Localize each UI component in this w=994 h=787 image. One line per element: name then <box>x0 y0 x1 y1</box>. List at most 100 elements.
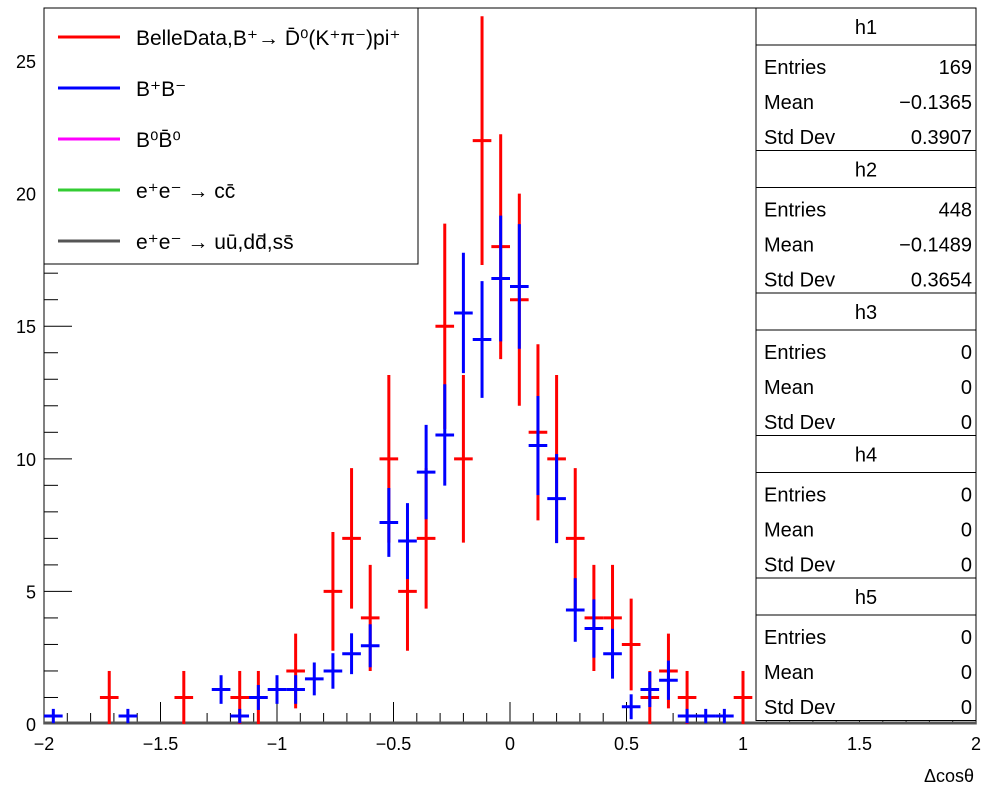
legend-entry: BelleData,B⁺→ D̄⁰(K⁺π⁻)pi⁺ <box>58 27 400 50</box>
data-point <box>99 670 119 724</box>
y-tick-label: 5 <box>26 582 36 602</box>
stats-row-label: Std Dev <box>764 697 835 719</box>
data-point <box>472 16 492 265</box>
stats-box-title: h4 <box>855 445 877 467</box>
data-marks <box>44 16 753 724</box>
data-point <box>435 384 455 486</box>
stats-row-label: Mean <box>764 662 814 684</box>
stats-row-value: 0 <box>961 485 972 507</box>
stats-row-value: 0 <box>961 520 972 542</box>
stats-row-value: 448 <box>939 200 972 222</box>
data-point <box>249 685 268 710</box>
stats-box-h4: h4 Entries 0 Mean 0 Std Dev 0 <box>755 435 977 579</box>
stats-row-label: Entries <box>764 200 826 222</box>
legend-entry: e⁺e⁻ → uū,dd̄,ss̄ <box>58 231 294 254</box>
x-tick-label: −1.5 <box>143 734 179 754</box>
data-point <box>286 675 305 704</box>
stats-box-frame <box>755 435 977 579</box>
legend-box <box>43 7 419 265</box>
data-point <box>454 375 473 543</box>
data-point <box>230 708 250 724</box>
data-point <box>44 708 63 724</box>
stats-box-h5: h5 Entries 0 Mean 0 Std Dev 0 <box>755 577 977 721</box>
x-tick-label: −0.5 <box>376 734 412 754</box>
stats-row-value: 0 <box>961 662 972 684</box>
x-tick-label: −2 <box>34 734 55 754</box>
legend-label: B⁰B̄⁰ <box>136 129 181 152</box>
stats-row-value: 169 <box>939 57 972 79</box>
stats-row-value: 0 <box>961 627 972 649</box>
stats-box-h1: h1 Entries 169 Mean −0.1365 Std Dev 0.3907 <box>755 7 977 151</box>
stats-row-label: Entries <box>764 342 826 364</box>
data-point <box>528 395 548 496</box>
data-point <box>342 468 361 609</box>
y-tick-label: 15 <box>16 317 36 337</box>
stats-row-value: 0.3654 <box>911 270 972 292</box>
data-point <box>603 628 622 679</box>
data-point <box>696 708 716 724</box>
y-tick-label: 25 <box>16 52 36 72</box>
x-tick-label: 1 <box>738 734 748 754</box>
stats-row-label: Std Dev <box>764 127 835 149</box>
data-point <box>267 675 287 704</box>
stats-box-title: h3 <box>855 302 877 324</box>
x-tick-label: 2 <box>971 734 981 754</box>
stats-row-label: Mean <box>764 92 814 114</box>
data-point <box>491 215 510 342</box>
data-point <box>659 660 678 700</box>
stats-row-label: Std Dev <box>764 412 835 434</box>
stats-box-frame <box>755 150 977 294</box>
data-point <box>715 708 734 724</box>
stats-box-frame <box>755 577 977 721</box>
x-tick-label: 0 <box>505 734 515 754</box>
legend-entry: B⁺B⁻ <box>58 78 186 101</box>
legend-entry: e⁺e⁻ → cc̄ <box>58 180 235 203</box>
stats-row-value: 0 <box>961 555 972 577</box>
data-point <box>416 424 436 520</box>
data-point <box>547 454 566 544</box>
data-point <box>621 598 641 691</box>
legend-label: e⁺e⁻ → cc̄ <box>136 180 235 203</box>
data-point <box>472 281 492 398</box>
stats-box-h2: h2 Entries 448 Mean −0.1489 Std Dev 0.3654 <box>755 150 977 294</box>
data-point <box>174 670 194 724</box>
legend: BelleData,B⁺→ D̄⁰(K⁺π⁻)pi⁺ B⁺B⁻ B⁰B̄⁰ e⁺e⁻ … <box>43 7 419 265</box>
stats-box-title: h1 <box>855 17 877 39</box>
data-point <box>398 503 417 579</box>
stats-box-frame <box>755 7 977 151</box>
stats-row-label: Std Dev <box>764 555 835 577</box>
stats-row-label: Std Dev <box>764 270 835 292</box>
data-point <box>640 672 660 708</box>
data-point <box>360 624 380 668</box>
stats-row-value: 0 <box>961 342 972 364</box>
stats-row-value: −0.1489 <box>899 235 972 257</box>
data-point <box>118 708 138 724</box>
stats-box-title: h5 <box>855 587 877 609</box>
data-point <box>510 224 529 349</box>
series-bplus-bminus <box>44 215 734 724</box>
stats-row-value: 0 <box>961 697 972 719</box>
stats-box-h3: h3 Entries 0 Mean 0 Std Dev 0 <box>755 292 977 436</box>
stats-row-label: Entries <box>764 57 826 79</box>
stats-row-label: Entries <box>764 627 826 649</box>
data-point <box>304 662 324 696</box>
stats-box-title: h2 <box>855 160 877 182</box>
data-point <box>342 633 361 675</box>
stats-row-label: Mean <box>764 235 814 257</box>
y-tick-label: 10 <box>16 450 36 470</box>
stats-row-label: Mean <box>764 520 814 542</box>
x-axis-label: Δcosθ <box>924 766 974 786</box>
data-point <box>211 675 231 704</box>
legend-entry: B⁰B̄⁰ <box>58 129 181 152</box>
x-tick-label: −1 <box>267 734 288 754</box>
data-point <box>454 252 473 374</box>
data-point <box>379 487 399 557</box>
data-point <box>565 578 585 642</box>
stats-boxes: h1 Entries 169 Mean −0.1365 Std Dev 0.3907 h2 En… <box>755 7 977 721</box>
data-point <box>323 532 343 651</box>
x-tick-label: 1.5 <box>847 734 872 754</box>
stats-row-value: 0.3907 <box>911 127 972 149</box>
data-point <box>733 670 753 724</box>
stats-row-label: Entries <box>764 485 826 507</box>
